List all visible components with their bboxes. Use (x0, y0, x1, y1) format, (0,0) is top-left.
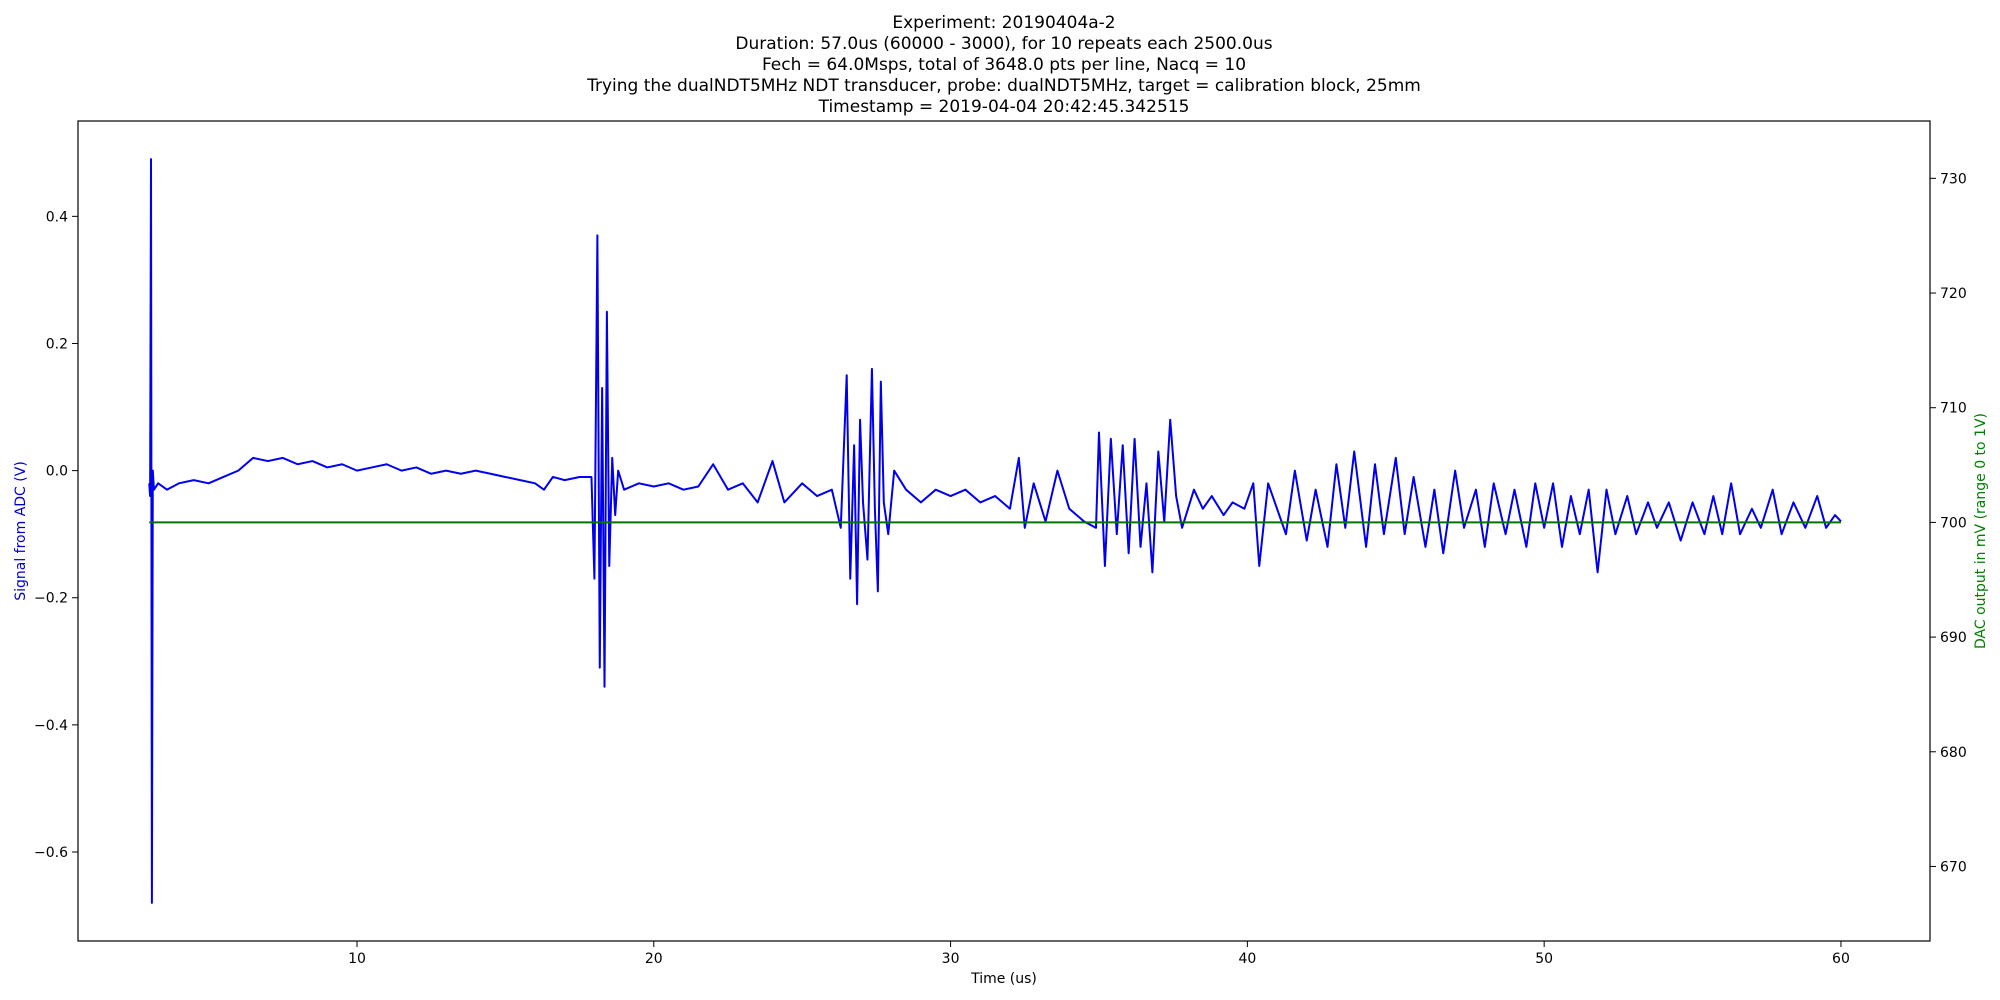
y-axis-label: Signal from ADC (V) (13, 461, 29, 601)
y2-tick-label: 730 (1940, 171, 1967, 187)
y2-tick-label: 670 (1940, 859, 1967, 875)
y2-tick-label: 690 (1940, 630, 1967, 646)
y-tick-label: 0.0 (46, 464, 68, 480)
y2-tick-label: 720 (1940, 286, 1967, 302)
title-line-5: Timestamp = 2019-04-04 20:42:45.342515 (818, 97, 1190, 117)
adc-signal-line (148, 158, 1842, 904)
y2-tick-label: 700 (1940, 515, 1967, 531)
plot-frame (77, 120, 1931, 942)
title-line-1: Experiment: 20190404a-2 (892, 13, 1115, 33)
x-tick-label: 40 (1238, 951, 1256, 967)
title-line-2: Duration: 57.0us (60000 - 3000), for 10 … (735, 34, 1272, 54)
title-line-4: Trying the dualNDT5MHz NDT transducer, p… (586, 76, 1421, 96)
y-tick-label: −0.4 (34, 718, 68, 734)
y2-tick-label: 680 (1940, 745, 1967, 761)
x-tick-label: 30 (942, 951, 960, 967)
y-tick-label: 0.4 (46, 209, 68, 225)
x-axis-label: Time (us) (970, 971, 1037, 987)
x-axis: 10 20 30 40 50 60 (348, 941, 1850, 967)
y-tick-label: −0.2 (34, 591, 68, 607)
x-tick-label: 60 (1832, 951, 1850, 967)
y-tick-label: −0.6 (34, 845, 68, 861)
y-tick-label: 0.2 (46, 336, 68, 352)
x-tick-label: 20 (645, 951, 663, 967)
y-axis-right: 670 680 690 700 710 720 730 (1930, 171, 1967, 875)
y2-axis-label: DAC output in mV (range 0 to 1V) (1973, 413, 1989, 649)
x-tick-label: 50 (1535, 951, 1553, 967)
y-axis-left: −0.6 −0.4 −0.2 0.0 0.2 0.4 (34, 209, 78, 861)
x-tick-label: 10 (348, 951, 366, 967)
title-line-3: Fech = 64.0Msps, total of 3648.0 pts per… (762, 55, 1246, 75)
y2-tick-label: 710 (1940, 401, 1967, 417)
series-group (148, 158, 1842, 904)
